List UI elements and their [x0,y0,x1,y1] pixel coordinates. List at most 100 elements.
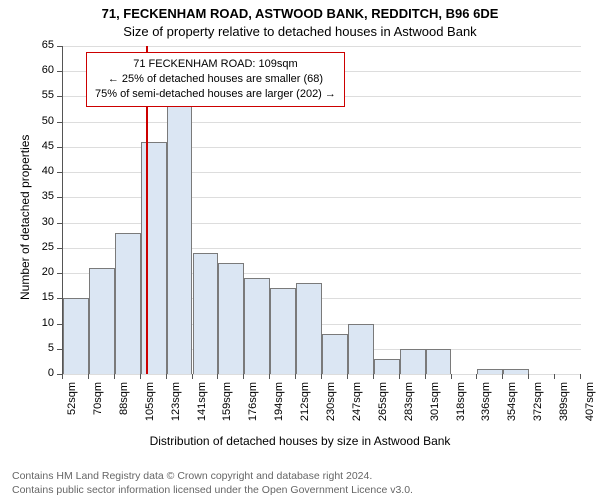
histogram-bar [141,142,167,374]
x-tick [451,374,452,379]
x-tick-label: 230sqm [325,382,337,430]
x-tick [217,374,218,379]
y-tick-label: 40 [32,165,54,177]
y-tick [57,147,62,148]
x-tick [166,374,167,379]
gridline-h [63,374,581,375]
y-tick-label: 0 [32,367,54,379]
histogram-bar [193,253,219,374]
y-tick-label: 5 [32,342,54,354]
x-axis-label: Distribution of detached houses by size … [0,434,600,448]
x-tick-label: 247sqm [351,382,363,430]
x-tick [528,374,529,379]
chart-container: 71, FECKENHAM ROAD, ASTWOOD BANK, REDDIT… [0,0,600,500]
x-tick-label: 52sqm [66,382,78,430]
y-tick [57,46,62,47]
x-tick-label: 212sqm [299,382,311,430]
y-tick [57,172,62,173]
y-tick [57,223,62,224]
x-tick [295,374,296,379]
x-tick-label: 159sqm [221,382,233,430]
annotation-box: 71 FECKENHAM ROAD: 109sqm ← 25% of detac… [86,52,345,107]
x-tick [321,374,322,379]
x-tick-label: 354sqm [506,382,518,430]
histogram-bar [503,369,529,374]
gridline-h [63,122,581,123]
x-tick [399,374,400,379]
y-tick [57,96,62,97]
x-tick-label: 318sqm [455,382,467,430]
x-tick-label: 141sqm [196,382,208,430]
x-tick-label: 88sqm [118,382,130,430]
footer-line1: Contains HM Land Registry data © Crown c… [12,470,372,482]
x-tick [140,374,141,379]
x-tick-label: 283sqm [403,382,415,430]
x-tick [476,374,477,379]
histogram-bar [115,233,141,374]
y-tick [57,197,62,198]
histogram-bar [374,359,400,374]
histogram-bar [167,102,193,374]
x-tick-label: 105sqm [144,382,156,430]
x-tick-label: 372sqm [532,382,544,430]
x-tick-label: 70sqm [92,382,104,430]
x-tick [425,374,426,379]
x-tick [243,374,244,379]
histogram-bar [89,268,115,374]
y-tick-label: 10 [32,317,54,329]
histogram-bar [218,263,244,374]
x-tick-label: 123sqm [170,382,182,430]
y-tick [57,298,62,299]
x-tick-label: 389sqm [558,382,570,430]
y-tick-label: 35 [32,190,54,202]
x-tick [114,374,115,379]
x-tick-label: 336sqm [480,382,492,430]
y-tick-label: 55 [32,89,54,101]
y-axis-label: Number of detached properties [18,135,32,300]
x-tick [580,374,581,379]
chart-title-main: 71, FECKENHAM ROAD, ASTWOOD BANK, REDDIT… [0,6,600,21]
y-tick-label: 30 [32,216,54,228]
histogram-bar [426,349,452,374]
histogram-bar [477,369,503,374]
x-tick [373,374,374,379]
y-tick [57,324,62,325]
y-tick [57,71,62,72]
y-tick-label: 15 [32,291,54,303]
histogram-bar [296,283,322,374]
x-tick [347,374,348,379]
x-tick [554,374,555,379]
x-tick [192,374,193,379]
histogram-bar [63,298,89,374]
histogram-bar [270,288,296,374]
histogram-bar [322,334,348,374]
y-tick-label: 60 [32,64,54,76]
y-tick [57,273,62,274]
y-tick-label: 45 [32,140,54,152]
y-tick-label: 20 [32,266,54,278]
histogram-bar [244,278,270,374]
x-tick-label: 265sqm [377,382,389,430]
x-tick [62,374,63,379]
y-tick [57,122,62,123]
histogram-bar [348,324,374,374]
x-tick [502,374,503,379]
y-tick [57,248,62,249]
x-tick-label: 407sqm [584,382,596,430]
x-tick-label: 194sqm [273,382,285,430]
footer-line2: Contains public sector information licen… [12,484,413,496]
annotation-line3: 75% of semi-detached houses are larger (… [95,87,336,102]
gridline-h [63,46,581,47]
y-tick-label: 50 [32,115,54,127]
x-tick [269,374,270,379]
chart-title-sub: Size of property relative to detached ho… [0,24,600,39]
y-tick [57,349,62,350]
x-tick-label: 176sqm [247,382,259,430]
annotation-line1: 71 FECKENHAM ROAD: 109sqm [95,57,336,72]
y-tick-label: 65 [32,39,54,51]
annotation-line2: ← 25% of detached houses are smaller (68… [95,72,336,87]
y-tick-label: 25 [32,241,54,253]
x-tick [88,374,89,379]
x-tick-label: 301sqm [429,382,441,430]
histogram-bar [400,349,426,374]
